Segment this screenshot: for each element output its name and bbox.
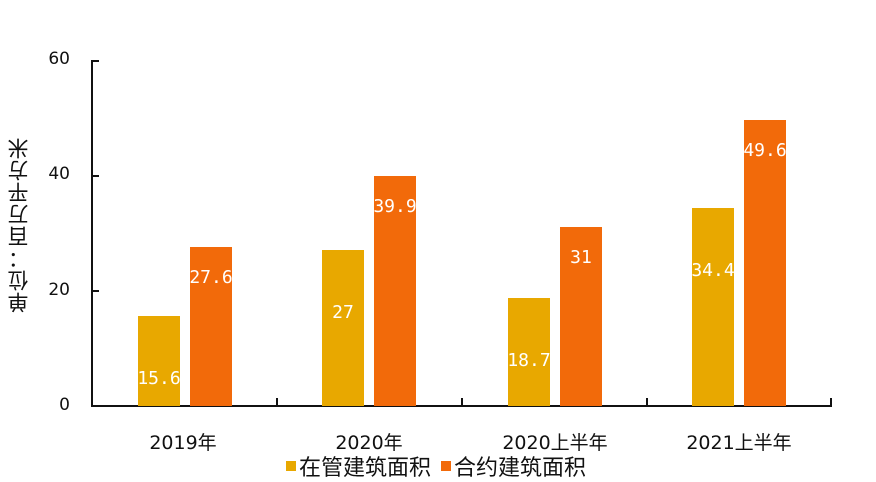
bar-value-label: 39.9 bbox=[373, 195, 417, 217]
legend-swatch-icon bbox=[286, 461, 296, 471]
y-tick bbox=[91, 290, 99, 292]
x-tick bbox=[646, 398, 648, 406]
y-tick-label-0: 0 bbox=[59, 395, 70, 415]
x-tick bbox=[830, 398, 832, 406]
x-category-2020: 2020年 bbox=[335, 432, 403, 454]
x-tick bbox=[276, 398, 278, 406]
bar-value-label: 49.6 bbox=[743, 139, 787, 161]
bar-value-label: 18.7 bbox=[507, 350, 551, 372]
legend: 在管建筑面积 合约建筑面积 bbox=[286, 450, 596, 482]
y-tick-label-20: 20 bbox=[48, 280, 70, 300]
y-tick bbox=[91, 175, 99, 177]
bar-value-label: 15.6 bbox=[137, 368, 181, 390]
y-axis-label: 单位：百万平方米 bbox=[7, 137, 31, 313]
x-tick bbox=[461, 398, 463, 406]
bar-contracted-1 bbox=[374, 175, 416, 406]
x-category-2021h1: 2021上半年 bbox=[686, 432, 792, 454]
bar-managed-1 bbox=[322, 250, 364, 406]
bar-contracted-0 bbox=[190, 246, 232, 406]
bar-value-label: 27 bbox=[332, 302, 354, 324]
x-axis bbox=[91, 405, 832, 407]
y-axis bbox=[91, 60, 93, 407]
y-tick bbox=[91, 60, 99, 62]
bar-value-label: 34.4 bbox=[691, 259, 735, 281]
bar-value-label: 27.6 bbox=[189, 266, 233, 288]
bar-contracted-3 bbox=[744, 119, 786, 406]
x-category-2020h1: 2020上半年 bbox=[502, 432, 608, 454]
bar-managed-0 bbox=[138, 316, 180, 406]
bar-managed-3 bbox=[692, 207, 734, 406]
bar-value-label: 31 bbox=[570, 247, 592, 269]
x-category-2019: 2019年 bbox=[149, 432, 217, 454]
y-tick-label-40: 40 bbox=[48, 164, 70, 184]
legend-item-managed-area: 在管建筑面积 bbox=[286, 450, 431, 482]
legend-label: 合约建筑面积 bbox=[454, 456, 587, 481]
bar-managed-2 bbox=[508, 298, 550, 406]
y-tick-label-60: 60 bbox=[48, 49, 70, 69]
bar-contracted-2 bbox=[560, 227, 602, 406]
legend-label: 在管建筑面积 bbox=[299, 456, 432, 481]
legend-item-contracted-area: 合约建筑面积 bbox=[441, 450, 586, 482]
legend-swatch-icon bbox=[441, 461, 452, 471]
